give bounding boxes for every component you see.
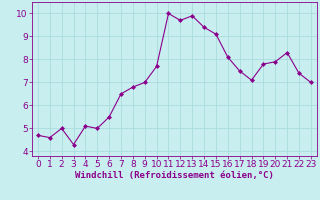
X-axis label: Windchill (Refroidissement éolien,°C): Windchill (Refroidissement éolien,°C) xyxy=(75,171,274,180)
